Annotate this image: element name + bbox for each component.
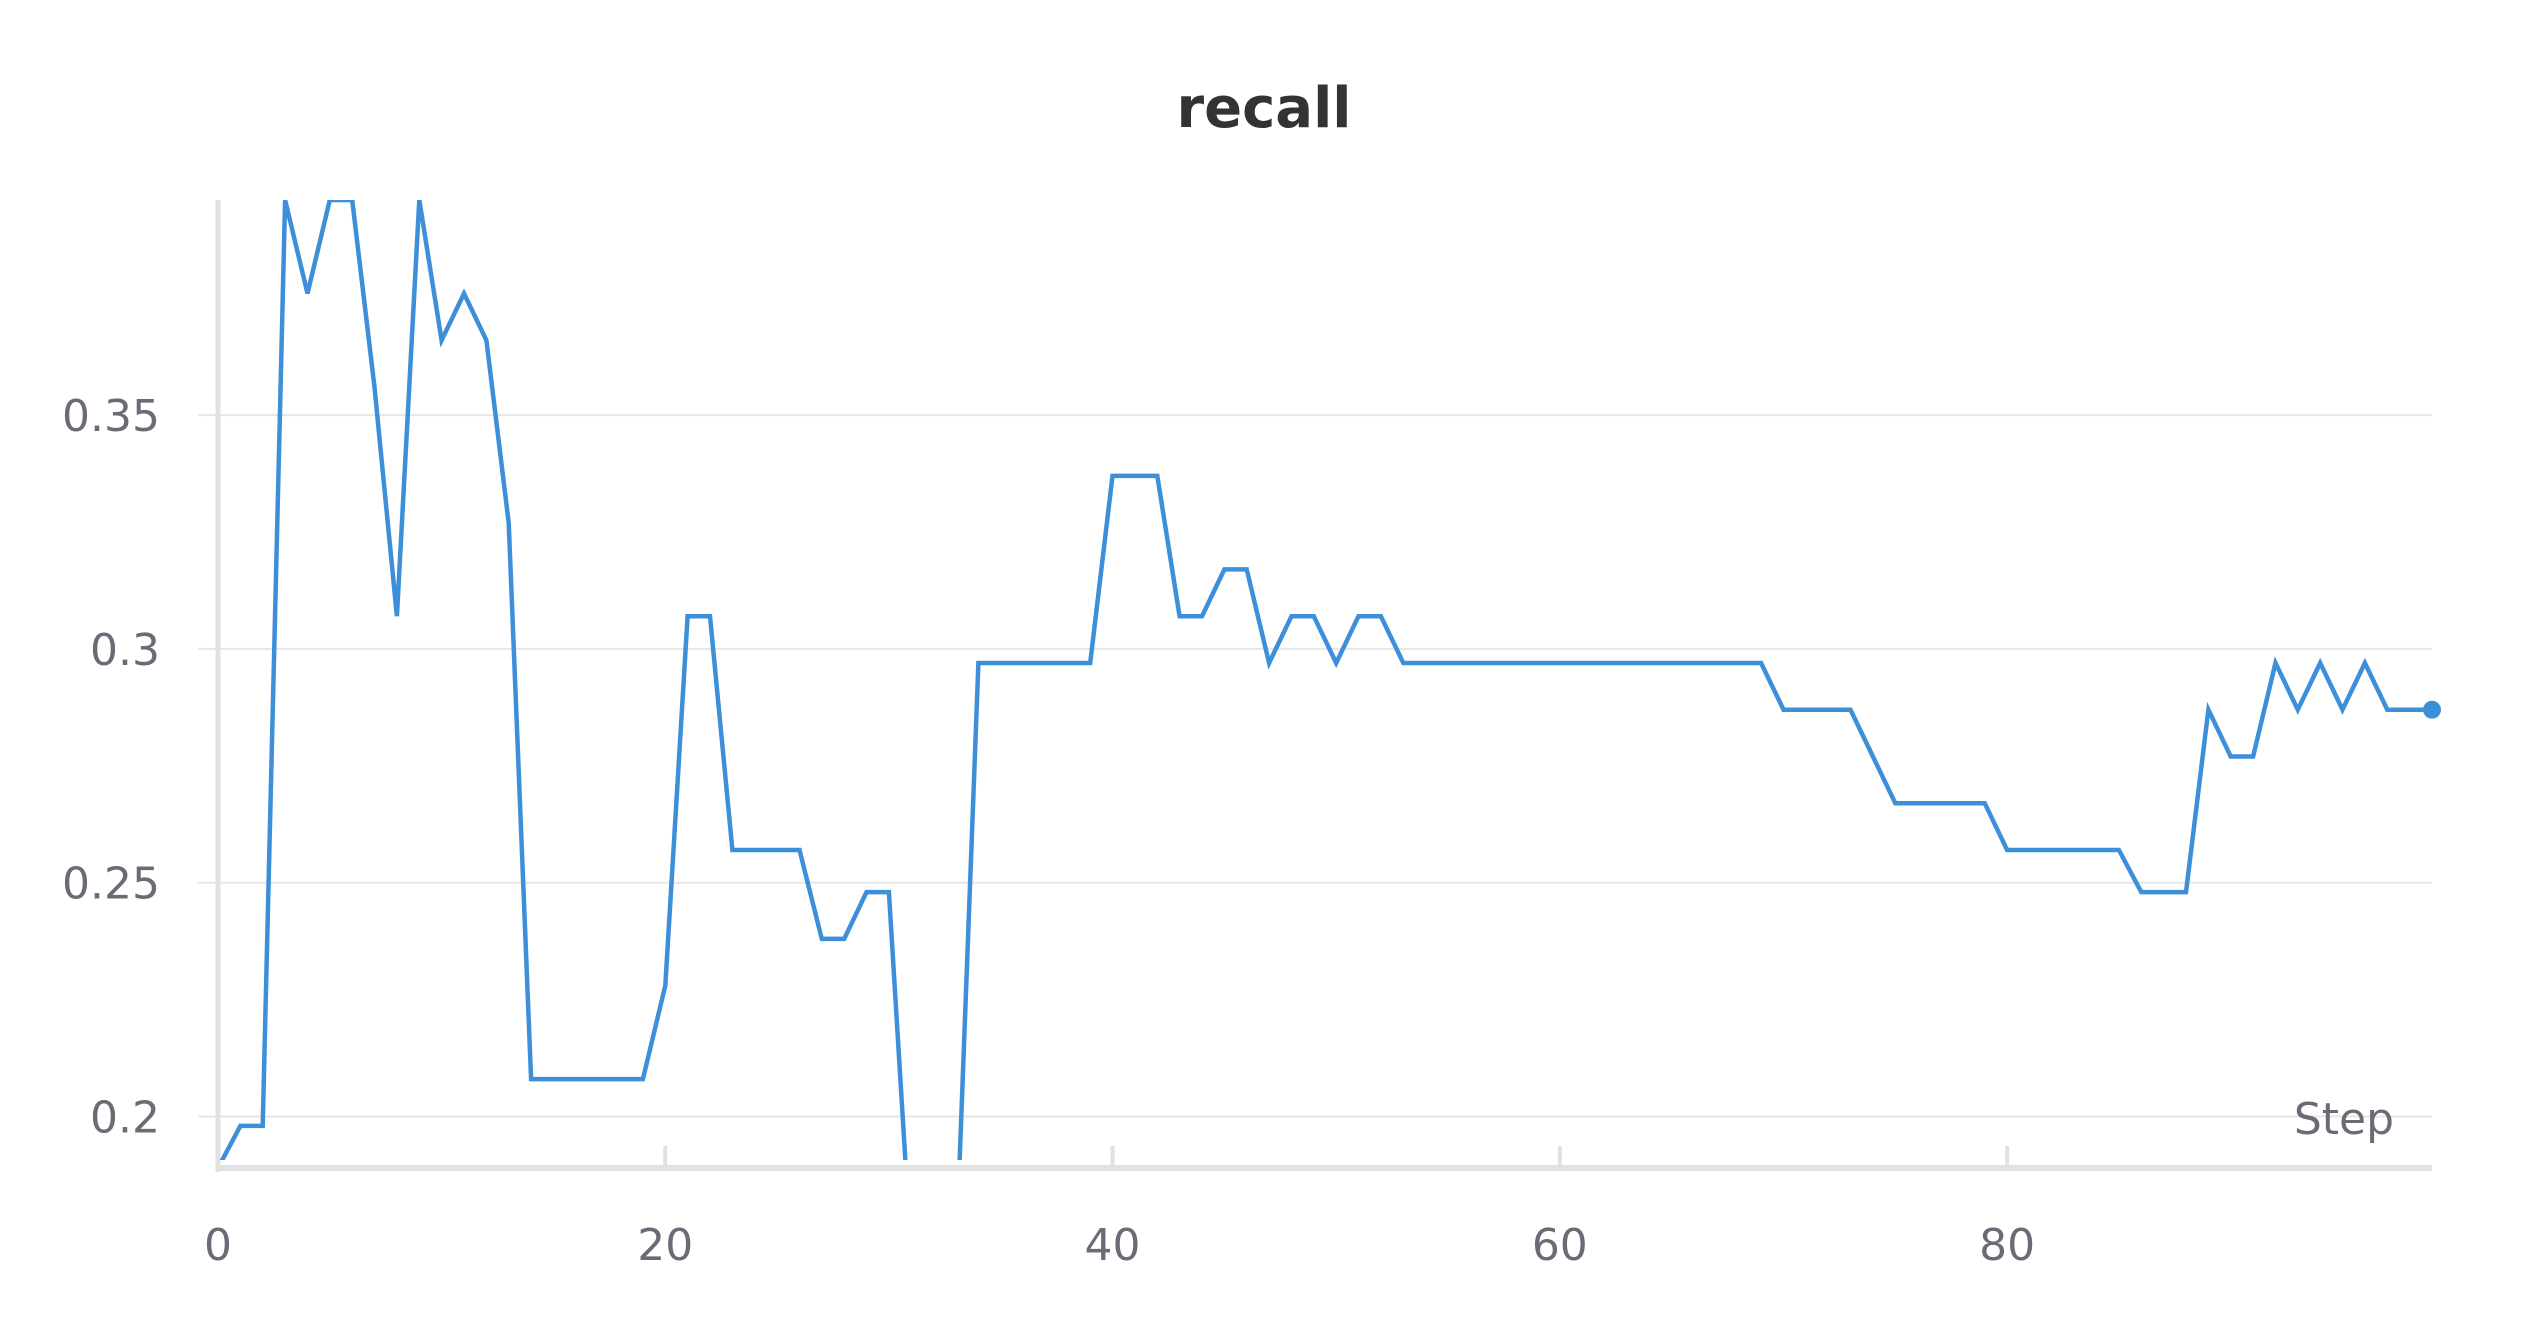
chart-title: recall: [1177, 76, 1352, 141]
x-axis-label: Step: [2294, 1094, 2394, 1145]
y-tick-label: 0.35: [62, 391, 160, 442]
series-layer: [219, 200, 2432, 1160]
x-tick-label: 60: [1532, 1220, 1588, 1271]
marker-layer: [2423, 700, 2441, 719]
x-tick-label: 40: [1085, 1220, 1141, 1271]
x-tick-label: 0: [204, 1220, 232, 1271]
last-point-marker: [2423, 700, 2441, 719]
axes: [215, 200, 2432, 1172]
x-tick-label: 80: [1979, 1220, 2035, 1271]
x-tick-label: 20: [637, 1220, 693, 1271]
series-line-recall: [219, 200, 2432, 1160]
grid-lines: [198, 414, 2432, 1168]
tick-labels: 0.2 0.25 0.3 0.35 0 20 40 60 80: [62, 391, 2035, 1271]
y-tick-label: 0.3: [90, 625, 160, 676]
y-tick-label: 0.2: [90, 1093, 160, 1144]
y-tick-label: 0.25: [62, 859, 160, 910]
